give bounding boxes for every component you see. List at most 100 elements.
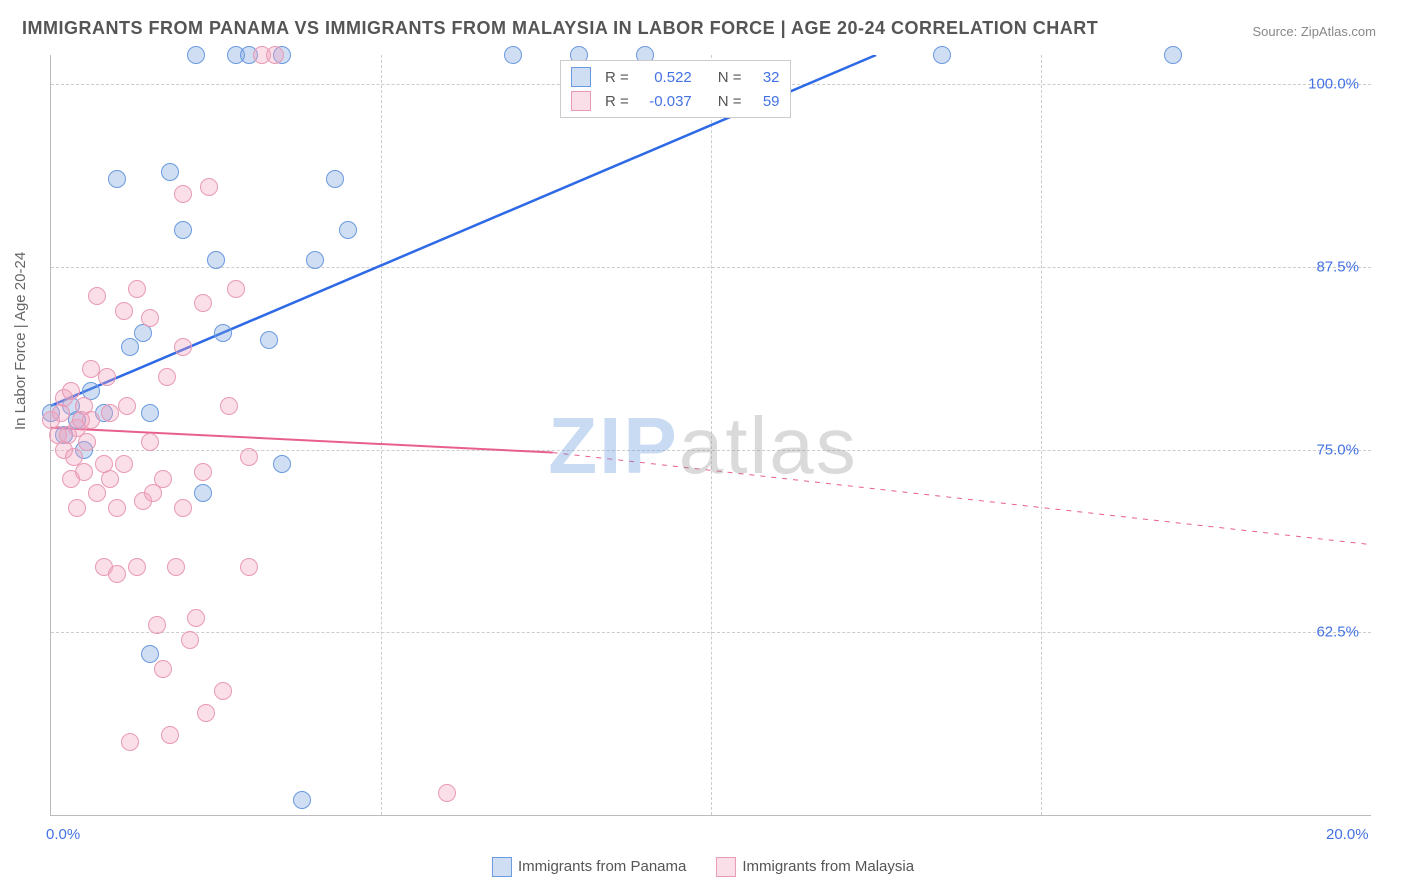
- data-point-malaysia: [194, 294, 212, 312]
- source-prefix: Source:: [1252, 24, 1300, 39]
- data-point-malaysia: [98, 368, 116, 386]
- data-point-malaysia: [194, 463, 212, 481]
- plot-area: 62.5%75.0%87.5%100.0%0.0%20.0%: [50, 55, 1371, 816]
- gridline-vertical: [381, 55, 382, 815]
- data-point-panama: [933, 46, 951, 64]
- data-point-panama: [207, 251, 225, 269]
- data-point-panama: [273, 455, 291, 473]
- swatch-malaysia: [571, 91, 591, 111]
- data-point-panama: [339, 221, 357, 239]
- series-legend: Immigrants from Panama Immigrants from Ma…: [492, 857, 914, 877]
- n-label: N =: [718, 69, 742, 86]
- x-tick-label: 20.0%: [1326, 826, 1369, 843]
- r-label: R =: [605, 93, 629, 110]
- data-point-malaysia: [88, 484, 106, 502]
- data-point-panama: [260, 331, 278, 349]
- gridline-vertical: [711, 55, 712, 815]
- data-point-malaysia: [144, 484, 162, 502]
- data-point-panama: [504, 46, 522, 64]
- data-point-malaysia: [174, 185, 192, 203]
- chart-title: IMMIGRANTS FROM PANAMA VS IMMIGRANTS FRO…: [22, 18, 1098, 39]
- data-point-malaysia: [115, 455, 133, 473]
- data-point-malaysia: [128, 280, 146, 298]
- data-point-panama: [187, 46, 205, 64]
- y-tick-label: 100.0%: [1308, 76, 1359, 93]
- data-point-malaysia: [78, 433, 96, 451]
- data-point-malaysia: [187, 609, 205, 627]
- data-point-malaysia: [68, 499, 86, 517]
- data-point-malaysia: [88, 287, 106, 305]
- data-point-malaysia: [121, 733, 139, 751]
- data-point-malaysia: [72, 411, 90, 429]
- n-value: 32: [750, 69, 780, 86]
- data-point-panama: [141, 404, 159, 422]
- legend-item-panama: Immigrants from Panama: [492, 857, 686, 877]
- data-point-malaysia: [167, 558, 185, 576]
- data-point-malaysia: [82, 360, 100, 378]
- correlation-row-malaysia: R = -0.037 N = 59: [571, 89, 780, 113]
- data-point-panama: [306, 251, 324, 269]
- swatch-panama: [571, 67, 591, 87]
- data-point-panama: [326, 170, 344, 188]
- y-tick-label: 87.5%: [1316, 258, 1359, 275]
- data-point-malaysia: [108, 565, 126, 583]
- data-point-panama: [194, 484, 212, 502]
- data-point-malaysia: [75, 463, 93, 481]
- n-label: N =: [718, 93, 742, 110]
- r-value: 0.522: [637, 69, 692, 86]
- data-point-malaysia: [214, 682, 232, 700]
- data-point-malaysia: [240, 558, 258, 576]
- data-point-malaysia: [227, 280, 245, 298]
- data-point-malaysia: [108, 499, 126, 517]
- data-point-malaysia: [240, 448, 258, 466]
- data-point-malaysia: [181, 631, 199, 649]
- data-point-panama: [174, 221, 192, 239]
- data-point-malaysia: [118, 397, 136, 415]
- data-point-malaysia: [220, 397, 238, 415]
- data-point-malaysia: [62, 382, 80, 400]
- data-point-malaysia: [59, 426, 77, 444]
- source-link[interactable]: ZipAtlas.com: [1301, 24, 1376, 39]
- n-value: 59: [750, 93, 780, 110]
- data-point-malaysia: [128, 558, 146, 576]
- data-point-panama: [1164, 46, 1182, 64]
- r-value: -0.037: [637, 93, 692, 110]
- legend-item-malaysia: Immigrants from Malaysia: [716, 857, 914, 877]
- data-point-malaysia: [438, 784, 456, 802]
- y-axis-label: In Labor Force | Age 20-24: [12, 252, 29, 430]
- data-point-panama: [293, 791, 311, 809]
- legend-swatch-malaysia: [716, 857, 736, 877]
- data-point-panama: [214, 324, 232, 342]
- correlation-row-panama: R = 0.522 N = 32: [571, 65, 780, 89]
- legend-label-panama: Immigrants from Panama: [518, 858, 686, 875]
- data-point-malaysia: [154, 660, 172, 678]
- data-point-malaysia: [141, 433, 159, 451]
- legend-swatch-panama: [492, 857, 512, 877]
- source-attribution: Source: ZipAtlas.com: [1252, 24, 1376, 39]
- data-point-malaysia: [158, 368, 176, 386]
- data-point-malaysia: [200, 178, 218, 196]
- data-point-malaysia: [174, 338, 192, 356]
- data-point-malaysia: [266, 46, 284, 64]
- y-tick-label: 62.5%: [1316, 624, 1359, 641]
- data-point-malaysia: [101, 470, 119, 488]
- data-point-panama: [141, 645, 159, 663]
- trend-line-dashed-malaysia: [553, 453, 1371, 545]
- data-point-malaysia: [174, 499, 192, 517]
- y-tick-label: 75.0%: [1316, 441, 1359, 458]
- data-point-panama: [161, 163, 179, 181]
- data-point-panama: [121, 338, 139, 356]
- data-point-malaysia: [148, 616, 166, 634]
- x-tick-label: 0.0%: [46, 826, 80, 843]
- legend-label-malaysia: Immigrants from Malaysia: [742, 858, 914, 875]
- data-point-panama: [108, 170, 126, 188]
- gridline-vertical: [1041, 55, 1042, 815]
- data-point-malaysia: [197, 704, 215, 722]
- data-point-malaysia: [161, 726, 179, 744]
- data-point-malaysia: [141, 309, 159, 327]
- correlation-legend: R = 0.522 N = 32 R = -0.037 N = 59: [560, 60, 791, 118]
- data-point-malaysia: [115, 302, 133, 320]
- data-point-malaysia: [52, 404, 70, 422]
- r-label: R =: [605, 69, 629, 86]
- data-point-malaysia: [101, 404, 119, 422]
